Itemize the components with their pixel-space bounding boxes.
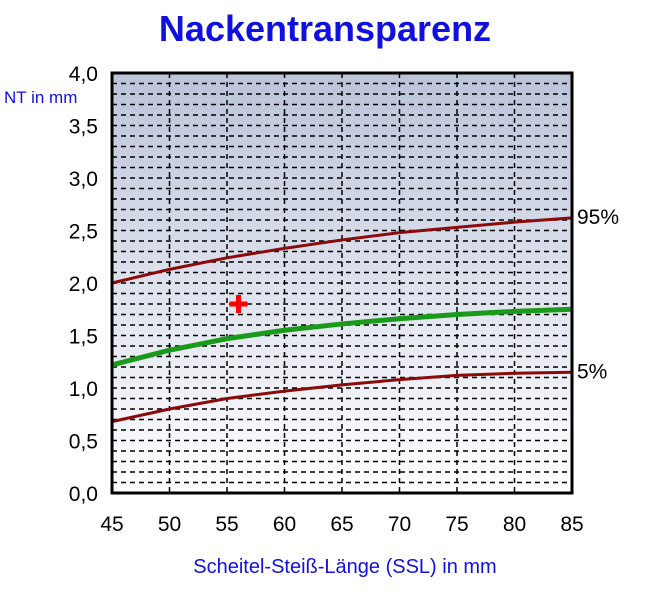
series-line-1 <box>111 306 573 368</box>
y-tick-label: 2,0 <box>69 273 98 296</box>
marker-plus-icon <box>229 295 248 313</box>
y-tick-label: 1,0 <box>69 378 98 401</box>
y-tick-label: 0,5 <box>69 431 98 454</box>
y-tick-label: 0,0 <box>69 483 98 506</box>
plot-frame <box>110 71 574 495</box>
series-label-95pct: 95% <box>577 206 619 229</box>
chart-title: Nackentransparenz <box>158 8 492 49</box>
x-tick-label: 45 <box>100 513 123 536</box>
x-axis-label: Scheitel-Steiß-Länge (SSL) in mm <box>193 556 497 578</box>
y-tick-label: 2,5 <box>69 221 98 244</box>
x-tick-label: 55 <box>215 513 238 536</box>
x-tick-label: 70 <box>388 513 411 536</box>
x-tick-label: 75 <box>445 513 468 536</box>
y-tick-label: 3,5 <box>69 116 98 139</box>
y-tick-label: 1,5 <box>69 326 98 349</box>
y-tick-label: 3,0 <box>69 168 98 191</box>
x-tick-label: 65 <box>330 513 353 536</box>
x-tick-label: 80 <box>503 513 526 536</box>
x-tick-label: 50 <box>158 513 181 536</box>
series-line-2 <box>111 370 573 424</box>
series-line-0 <box>111 216 573 285</box>
x-tick-label: 85 <box>560 513 583 536</box>
y-axis-label: NT in mm <box>4 88 78 107</box>
y-tick-label: 4,0 <box>69 63 98 86</box>
series-label-5pct: 5% <box>577 360 607 383</box>
x-tick-label: 60 <box>273 513 296 536</box>
